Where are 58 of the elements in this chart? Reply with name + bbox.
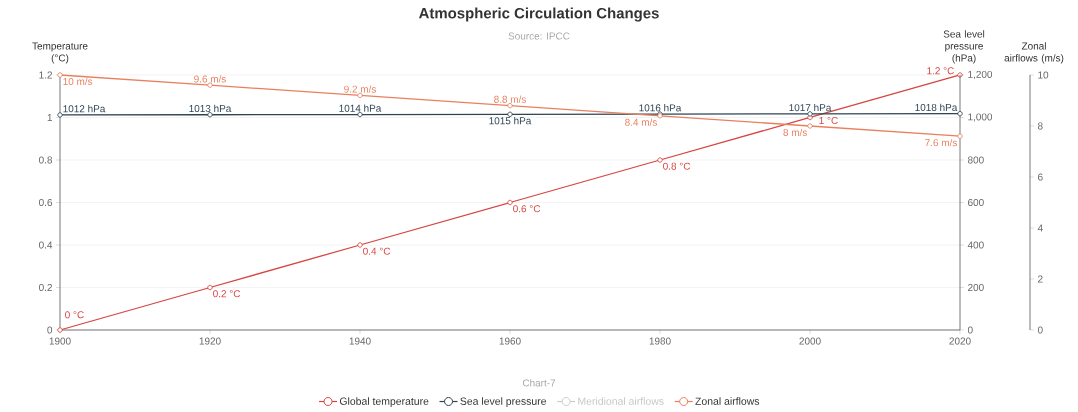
data-label: 1016 hPa: [639, 104, 682, 112]
data-label: 1017 hPa: [789, 103, 832, 112]
y3-tick-label: 0: [1037, 326, 1043, 334]
y2-tick-label: 400: [967, 241, 984, 249]
data-label: 1015 hPa: [489, 117, 532, 125]
y-tick-label: 0.6: [39, 198, 53, 207]
x-tick-label: 1920: [199, 337, 221, 345]
y3-tick-label: 2: [1038, 275, 1043, 283]
y-tick-label: 0.4: [39, 241, 53, 249]
y-tick-label: 1.2: [39, 71, 52, 79]
y-tick-label: 1: [47, 114, 52, 121]
text: Chart-7: [522, 379, 556, 387]
data-label: 0.6 °C: [513, 205, 541, 213]
chart-subtitle: Source: IPCC: [508, 32, 570, 40]
data-label: 9.2 m/s: [344, 85, 376, 93]
x-tick-label: 1960: [499, 337, 521, 345]
data-label: 0.2 °C: [213, 290, 241, 298]
x-tick-label: 1980: [649, 337, 671, 345]
data-label: 1013 hPa: [189, 104, 232, 113]
data-label: 1012 hPa: [63, 104, 106, 113]
y3-axis-title: Zonal airflows (m/s): [1004, 42, 1064, 64]
x-tick-label: 2000: [799, 337, 821, 345]
data-label: 9.6 m/s: [194, 75, 226, 83]
data-label: 7.6 m/s: [925, 138, 957, 147]
x-tick-label: 2020: [949, 337, 971, 345]
y2-axis-title: Sea level pressure (hPa): [943, 30, 985, 64]
y3-tick-label: 10: [1038, 71, 1049, 79]
legend-label: Meridional airflows: [578, 397, 664, 405]
legend-label: Global temperature: [339, 397, 429, 407]
y3-tick-label: 6: [1038, 173, 1043, 181]
y-tick-label: 0.2: [39, 283, 52, 292]
legend-label: Zonal airflows: [695, 397, 760, 405]
data-label: 1018 hPa: [915, 103, 958, 111]
data-label: 8 m/s: [783, 128, 807, 136]
y2-tick-label: 1,200: [968, 70, 993, 80]
data-label: 0 °C: [65, 311, 84, 319]
data-label: 1.2 °C: [927, 67, 954, 75]
x-tick-label: 1940: [349, 337, 371, 345]
y-tick-label: 0.8: [39, 156, 53, 164]
y2-tick-label: 800: [967, 156, 984, 164]
data-label: 10 m/s: [63, 77, 93, 85]
data-label: 8.4 m/s: [625, 118, 657, 126]
y3-tick-label: 4: [1037, 224, 1043, 232]
y-axis-title: Temperature (°C): [32, 42, 88, 64]
data-label: 1 °C: [819, 116, 838, 125]
chart-title: Atmospheric Circulation Changes: [418, 7, 659, 22]
data-label: 0.4 °C: [363, 247, 391, 255]
y2-tick-label: 600: [968, 198, 984, 207]
y2-tick-label: 200: [968, 283, 984, 292]
data-label: 8.8 m/s: [494, 95, 526, 103]
y2-tick-label: 1,000: [968, 113, 993, 122]
y2-tick-label: 0: [967, 326, 973, 334]
legend-label: Sea level pressure: [460, 397, 547, 407]
x-tick-label: 1900: [49, 337, 71, 345]
y3-tick-label: 8: [1037, 122, 1043, 130]
data-label: 0.8 °C: [663, 162, 691, 170]
data-label: 1014 hPa: [339, 104, 382, 112]
y-tick-label: 0: [47, 326, 53, 334]
